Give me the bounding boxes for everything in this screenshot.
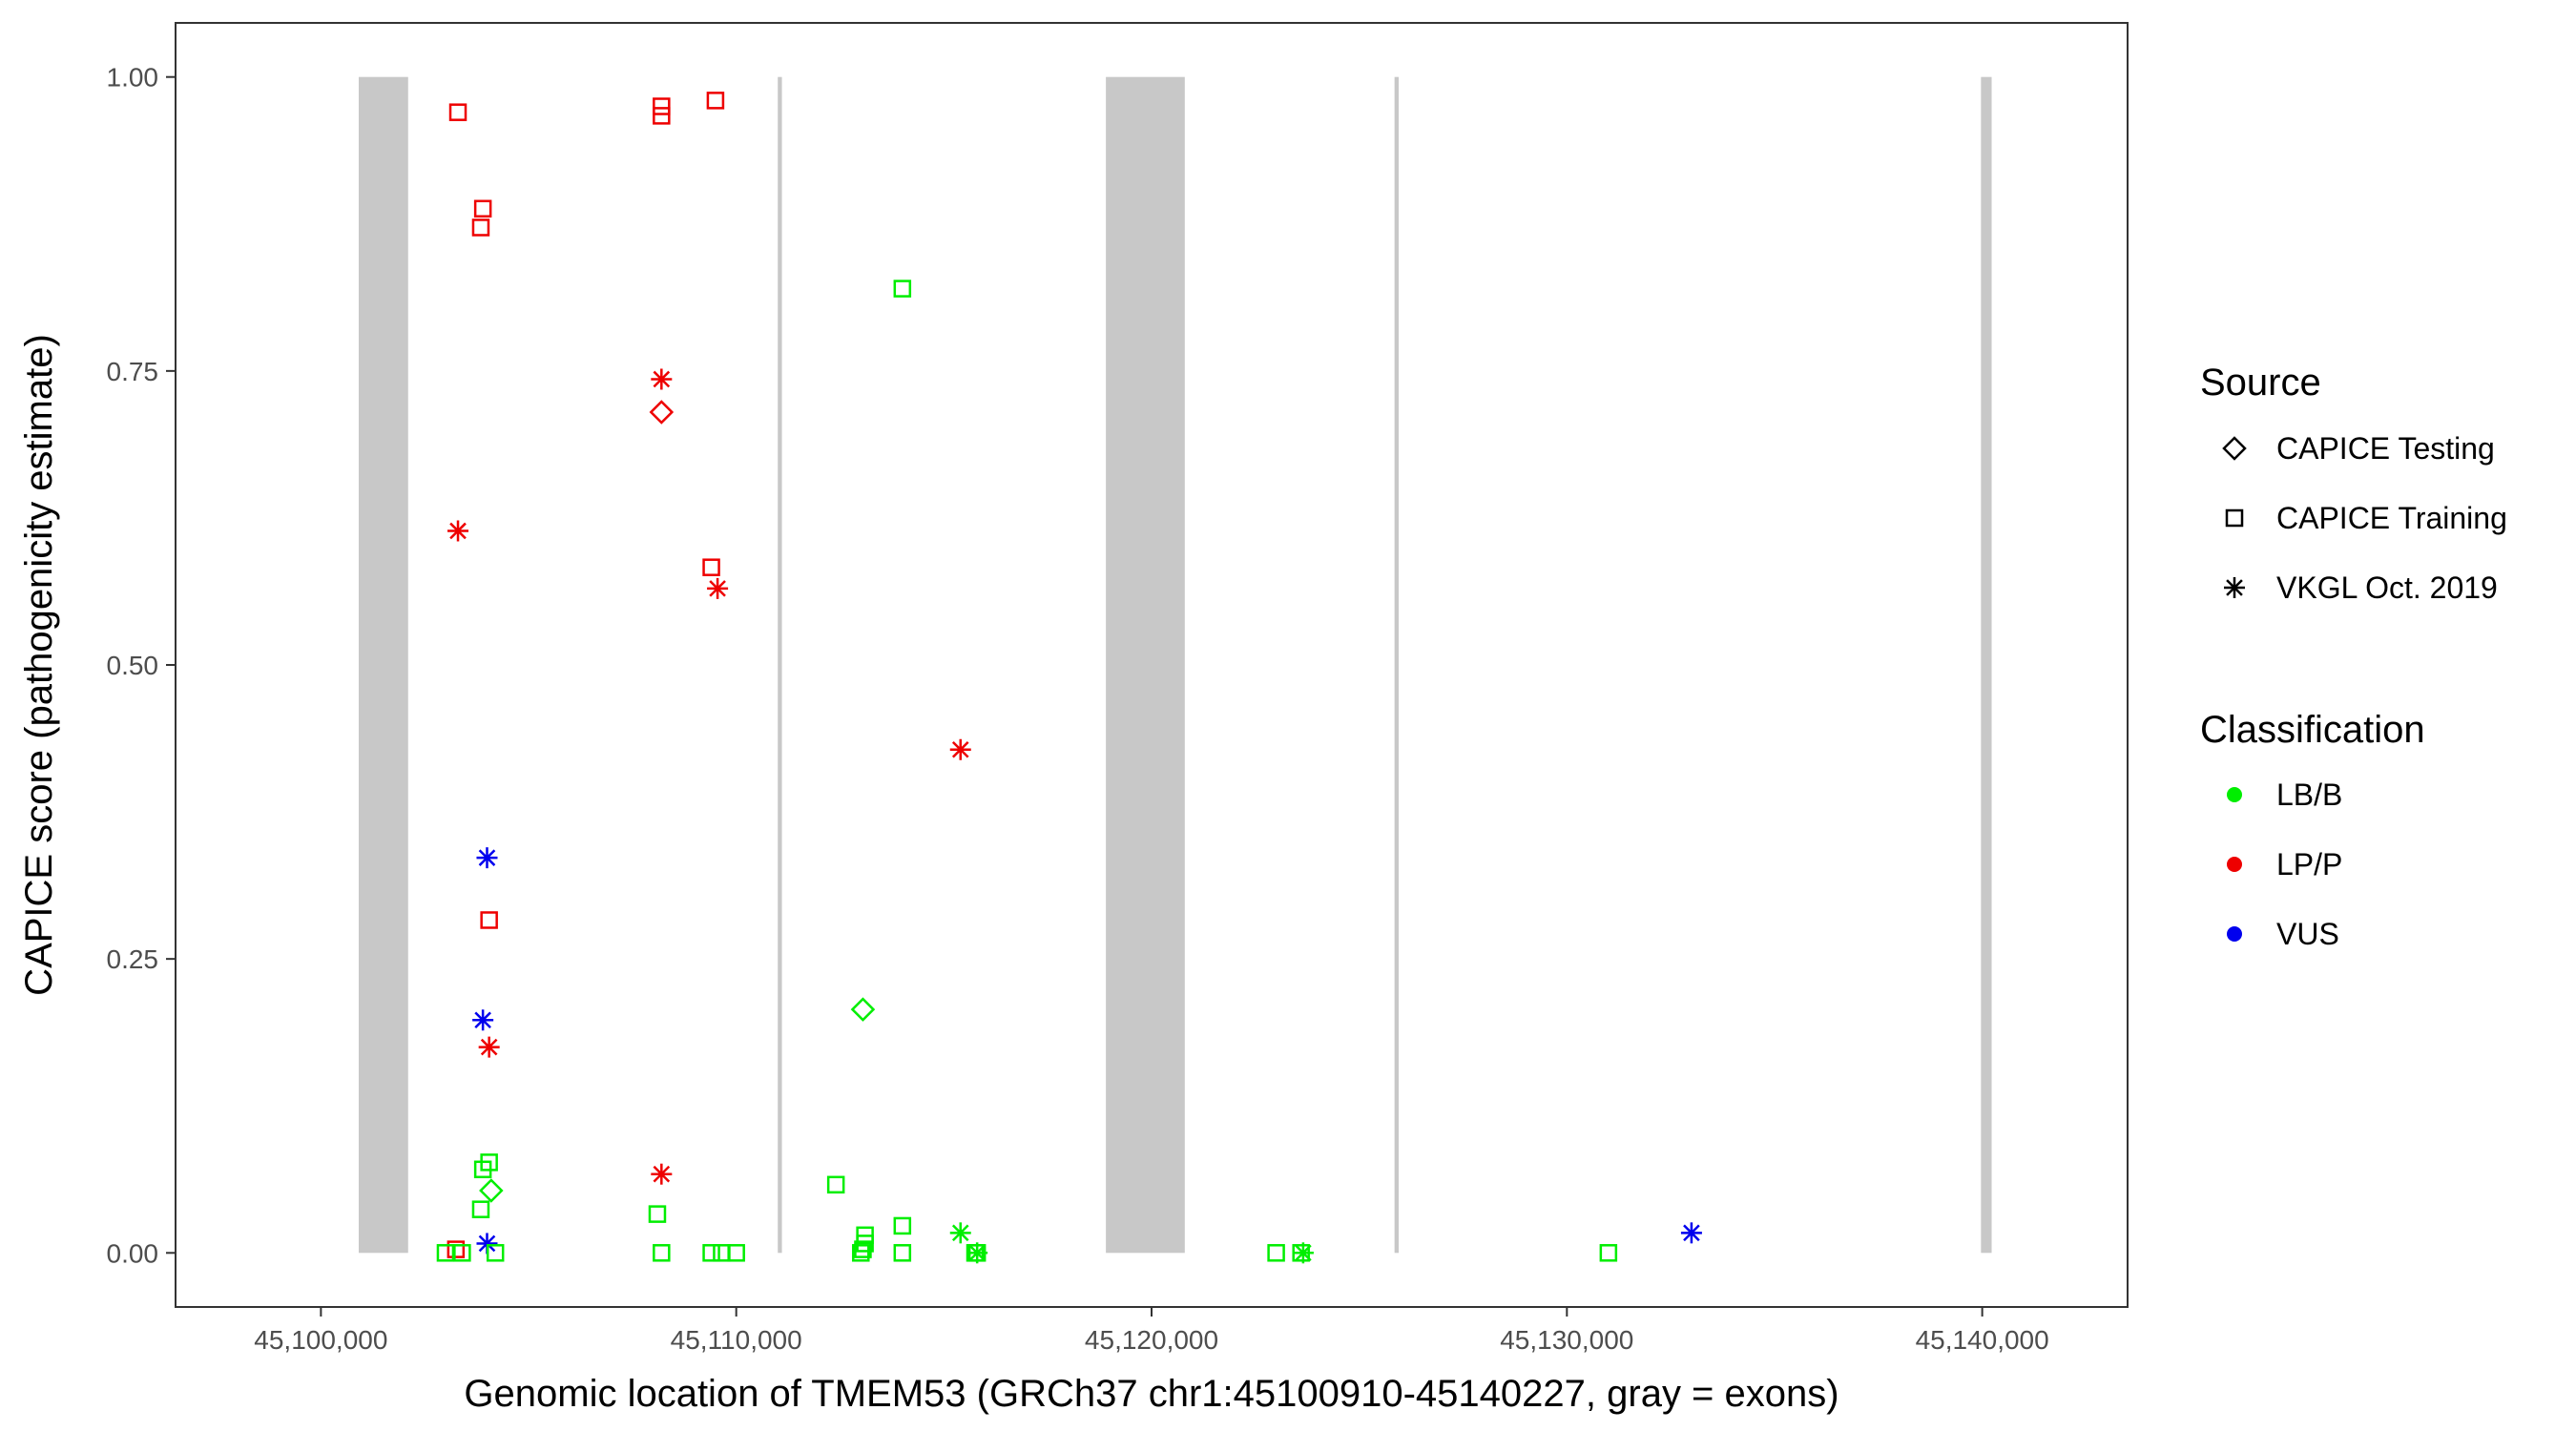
data-point (448, 103, 467, 121)
data-point (480, 911, 498, 929)
data-point (727, 1244, 745, 1262)
legend-source-label: VKGL Oct. 2019 (2276, 570, 2498, 605)
legend-classification-key (2227, 926, 2242, 942)
data-point (653, 97, 671, 115)
data-point (949, 1222, 971, 1244)
exon-band (778, 76, 782, 1254)
data-point (447, 520, 469, 542)
y-tick-label: 0.00 (107, 1238, 159, 1268)
data-point (1267, 1244, 1285, 1262)
legend-source-title: Source (2200, 362, 2321, 404)
legend-classification-key (2227, 787, 2242, 802)
data-point (850, 997, 876, 1022)
data-point (476, 1233, 498, 1255)
data-point (702, 558, 720, 576)
legend-classification-label: LB/B (2276, 778, 2342, 812)
data-point (476, 847, 498, 869)
legend-source-key (2224, 577, 2245, 598)
y-tick-label: 0.75 (107, 357, 159, 386)
legend-source-label: CAPICE Testing (2276, 431, 2495, 466)
data-point (486, 1244, 505, 1262)
exon-band (1981, 76, 1992, 1254)
data-point (472, 1009, 494, 1031)
data-point (854, 1240, 872, 1258)
data-point (447, 1240, 466, 1258)
data-point (893, 280, 912, 298)
y-tick-label: 0.50 (107, 651, 159, 680)
point-layer (436, 92, 1702, 1264)
exon-band (1106, 76, 1185, 1254)
data-point (478, 1036, 500, 1058)
x-tick-label: 45,140,000 (1916, 1325, 2049, 1355)
data-point (949, 738, 971, 760)
data-point (436, 1244, 455, 1262)
data-point (653, 107, 671, 125)
legend-source-key (2225, 508, 2244, 528)
data-point (653, 1244, 671, 1262)
y-tick-label: 0.25 (107, 944, 159, 974)
legend-source-label: CAPICE Training (2276, 501, 2507, 535)
data-point (826, 1175, 845, 1194)
data-point (852, 1244, 870, 1262)
data-point (651, 1163, 673, 1185)
data-point (471, 1200, 490, 1218)
data-point (471, 218, 490, 237)
y-axis-title: CAPICE score (pathogenicity estimate) (18, 334, 60, 996)
data-point (1680, 1222, 1702, 1244)
data-point (1599, 1244, 1618, 1262)
exon-band (1394, 76, 1400, 1254)
legend-classification-title: Classification (2200, 709, 2425, 751)
x-tick-label: 45,130,000 (1500, 1325, 1633, 1355)
data-point (893, 1244, 912, 1262)
data-point (707, 577, 729, 599)
x-tick-label: 45,120,000 (1085, 1325, 1218, 1355)
legend-source-key (2222, 436, 2247, 461)
data-point (651, 368, 673, 390)
data-point (1292, 1242, 1314, 1264)
axis-layer: 45,100,000 45,110,000 45,120,000 45,130,000… (107, 63, 2049, 1355)
exon-layer (358, 76, 1992, 1254)
legend-classification-key (2227, 857, 2242, 872)
data-point (702, 1244, 720, 1262)
y-tick-label: 1.00 (107, 63, 159, 93)
x-axis-title: Genomic location of TMEM53 (GRCh37 chr1:… (464, 1373, 1839, 1415)
legend-classification-label: LP/P (2276, 847, 2342, 881)
legend-classification-label: VUS (2276, 917, 2339, 951)
data-point (648, 1205, 667, 1223)
data-point (649, 400, 675, 425)
data-point (479, 1178, 504, 1203)
x-tick-label: 45,110,000 (671, 1325, 802, 1355)
legend: Source Classification CAPICE Testing CAPI… (2200, 362, 2507, 951)
exon-band (358, 76, 408, 1254)
data-point (856, 1234, 874, 1253)
data-point (453, 1244, 471, 1262)
data-point (706, 92, 725, 110)
data-point (893, 1216, 912, 1235)
data-point (473, 199, 492, 218)
data-point (966, 1242, 988, 1264)
data-point (473, 1160, 492, 1179)
x-tick-label: 45,100,000 (254, 1325, 387, 1355)
